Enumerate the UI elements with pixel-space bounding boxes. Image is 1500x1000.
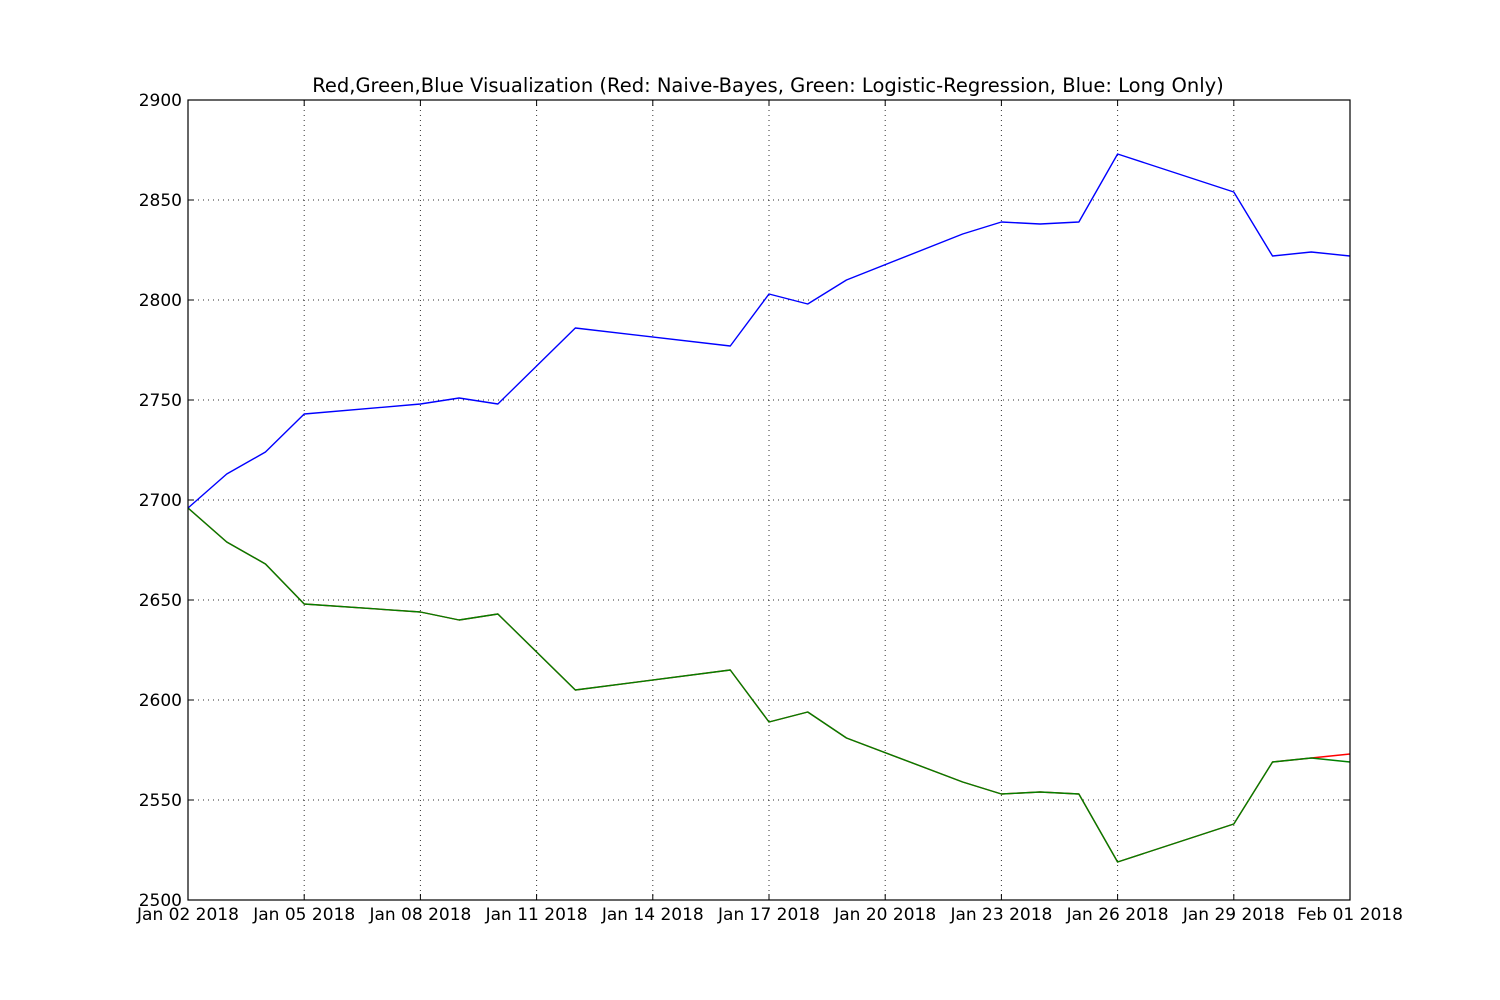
y-tick-label: 2550 — [139, 791, 182, 811]
long-only-line — [187, 153, 1351, 509]
logistic-regression-line — [187, 507, 1351, 863]
y-tick-label: 2900 — [139, 91, 182, 111]
chart-title: Red,Green,Blue Visualization (Red: Naive… — [312, 74, 1224, 97]
x-tick-label: Jan 23 2018 — [949, 905, 1052, 925]
grid-lines — [188, 100, 1350, 900]
y-tick-label: 2700 — [139, 491, 182, 511]
y-tick-label: 2650 — [139, 591, 182, 611]
axis-ticks: Jan 02 2018 Jan 05 2018 Jan 08 2018 Jan 11 … — [136, 91, 1403, 925]
x-tick-label: Jan 05 2018 — [252, 905, 355, 925]
x-tick-label: Feb 01 2018 — [1297, 905, 1403, 925]
y-tick-label: 2600 — [139, 691, 182, 711]
x-tick-label: Jan 14 2018 — [601, 905, 704, 925]
x-tick-label: Jan 08 2018 — [368, 905, 471, 925]
x-tick-label: Jan 29 2018 — [1182, 905, 1285, 925]
x-tick-label: Jan 26 2018 — [1066, 905, 1169, 925]
y-tick-label: 2850 — [139, 191, 182, 211]
y-tick-label: 2500 — [139, 891, 182, 911]
x-tick-label: Jan 20 2018 — [833, 905, 936, 925]
y-tick-label: 2800 — [139, 291, 182, 311]
x-tick-label: Jan 02 2018 — [136, 905, 239, 925]
x-tick-label: Jan 17 2018 — [717, 905, 820, 925]
x-tick-label: Jan 11 2018 — [485, 905, 588, 925]
y-tick-label: 2750 — [139, 391, 182, 411]
series-lines — [187, 153, 1351, 863]
